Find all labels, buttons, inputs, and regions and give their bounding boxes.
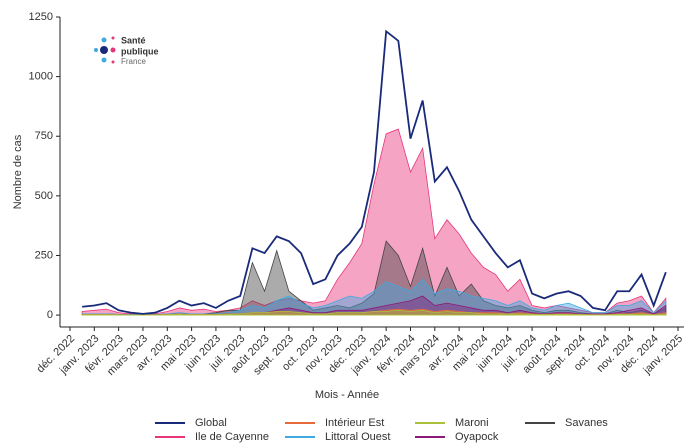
- y-tick-label: 0: [47, 309, 53, 321]
- logo-text: France: [121, 57, 146, 66]
- legend-label: Intérieur Est: [325, 417, 384, 429]
- area: [81, 278, 667, 316]
- y-tick-label: 750: [35, 130, 53, 142]
- legend-label: Global: [195, 417, 227, 429]
- legend-label: Savanes: [565, 417, 608, 429]
- area: [81, 309, 667, 316]
- logo-dot: [111, 60, 115, 64]
- logo-dot: [101, 57, 107, 63]
- logo-dot: [94, 48, 98, 52]
- y-tick-label: 250: [35, 249, 53, 261]
- logo-text: publique: [121, 46, 159, 56]
- y-tick-label: 1250: [29, 11, 53, 23]
- x-axis-title: Mois - Année: [315, 389, 379, 401]
- logo-dot: [101, 37, 107, 43]
- logo-dot: [100, 46, 108, 54]
- y-tick-label: 1000: [29, 71, 53, 83]
- legend-label: Littoral Ouest: [325, 431, 390, 443]
- y-axis-title: Nombre de cas: [12, 134, 24, 209]
- legend-label: Oyapock: [455, 431, 499, 443]
- legend-label: Ile de Cayenne: [195, 431, 269, 443]
- logo-dot: [110, 47, 116, 53]
- line: [82, 29, 667, 315]
- area: [81, 128, 667, 316]
- y-tick-label: 500: [35, 190, 53, 202]
- legend-label: Maroni: [455, 417, 489, 429]
- logo-dot: [111, 36, 115, 40]
- logo: Santé publique France: [94, 35, 159, 66]
- logo-text: Santé: [121, 35, 146, 45]
